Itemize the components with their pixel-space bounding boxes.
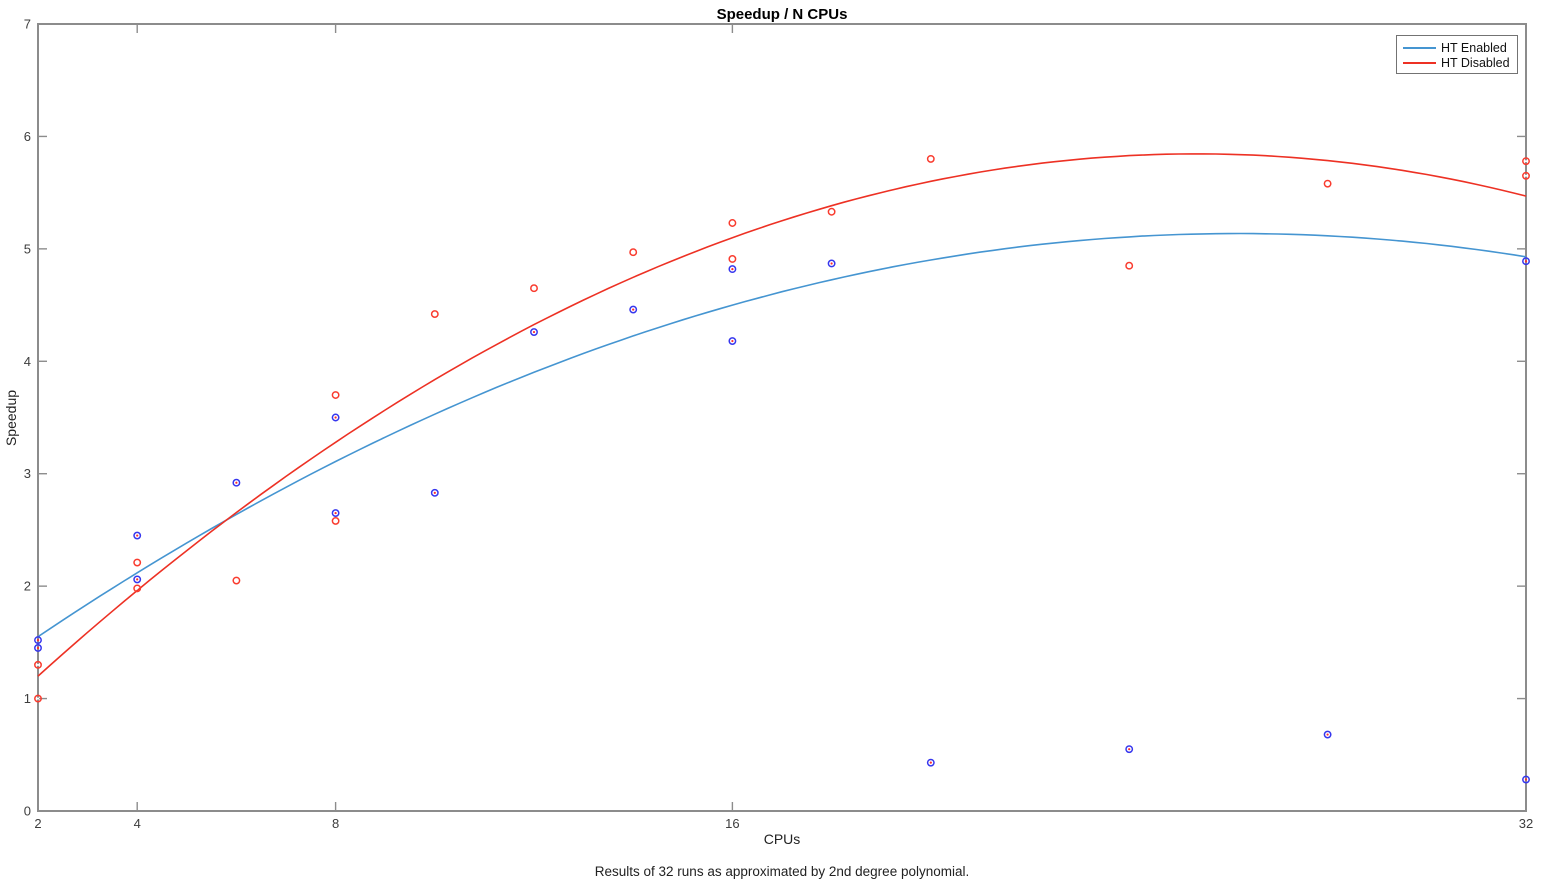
fit-line-ht-disabled [37,153,1527,677]
x-tick-label: 16 [725,816,739,831]
scatter-point-ht-disabled [926,154,935,163]
y-tick-label: 6 [24,129,31,144]
legend-label-ht-enabled: HT Enabled [1441,40,1507,55]
scatter-point-ht-disabled [1125,261,1134,270]
scatter-point-ht-disabled [133,584,142,593]
x-axis-label: CPUs [763,831,801,847]
scatter-point-ht-enabled [1323,730,1332,739]
y-tick-label: 1 [24,691,31,706]
scatter-point-ht-disabled [728,219,737,227]
legend-item-ht-enabled: HT Enabled [1397,40,1517,55]
y-tick-label: 2 [24,579,31,594]
scatter-point-ht-enabled [530,328,538,337]
legend-line-sample-ht-disabled [1403,61,1436,64]
y-axis-label: Speedup [3,389,19,447]
x-tick-label: 32 [1519,816,1533,831]
scatter-point-ht-enabled [133,575,142,584]
y-tick-label: 7 [24,17,31,32]
scatter-point-ht-enabled [827,259,836,268]
y-tick-label: 5 [24,241,31,256]
scatter-point-ht-enabled [430,488,439,497]
legend-item-ht-disabled: HT Disabled [1397,55,1517,70]
scatter-point-ht-disabled [1522,157,1530,166]
x-tick-label: 4 [134,816,141,831]
y-tick-label: 3 [24,466,31,481]
plot-box [37,23,1527,812]
scatter-point-ht-disabled [728,255,737,263]
scatter-point-ht-enabled [1522,775,1530,784]
x-tick-label: 2 [34,816,41,831]
scatter-point-ht-disabled [629,248,638,257]
scatter-point-ht-disabled [530,284,538,293]
scatter-point-ht-disabled [232,576,241,585]
scatter-point-ht-disabled [34,660,42,669]
legend-line-sample-ht-enabled [1403,46,1436,49]
scatter-point-ht-disabled [1522,171,1530,180]
scatter-point-ht-enabled [34,644,42,652]
scatter-point-ht-disabled [430,310,439,319]
scatter-point-ht-disabled [133,558,142,567]
figure-caption: Results of 32 runs as approximated by 2n… [594,864,970,879]
scatter-point-ht-enabled [926,758,935,767]
scatter-point-ht-enabled [728,265,737,274]
y-tick-label: 4 [24,354,31,369]
chart-title: Speedup / N CPUs [716,6,848,23]
scatter-point-ht-enabled [232,478,241,487]
x-tick-label: 8 [332,816,339,831]
scatter-point-ht-enabled [34,636,42,645]
scatter-point-ht-disabled [331,516,340,525]
scatter-point-ht-disabled [34,694,42,703]
legend-label-ht-disabled: HT Disabled [1441,55,1510,70]
scatter-point-ht-enabled [331,509,340,518]
fit-line-ht-enabled [37,232,1527,638]
scatter-point-ht-enabled [629,305,638,314]
scatter-point-ht-enabled [133,531,142,540]
scatter-point-ht-enabled [331,413,340,422]
scatter-point-ht-enabled [1125,745,1134,754]
y-tick-label: 0 [24,804,31,819]
scatter-point-ht-enabled [728,337,737,345]
scatter-point-ht-enabled [1522,257,1530,266]
scatter-point-ht-disabled [1323,179,1332,188]
legend: HT Enabled HT Disabled [1396,35,1518,74]
scatter-point-ht-disabled [827,207,836,216]
scatter-point-ht-disabled [331,391,340,399]
